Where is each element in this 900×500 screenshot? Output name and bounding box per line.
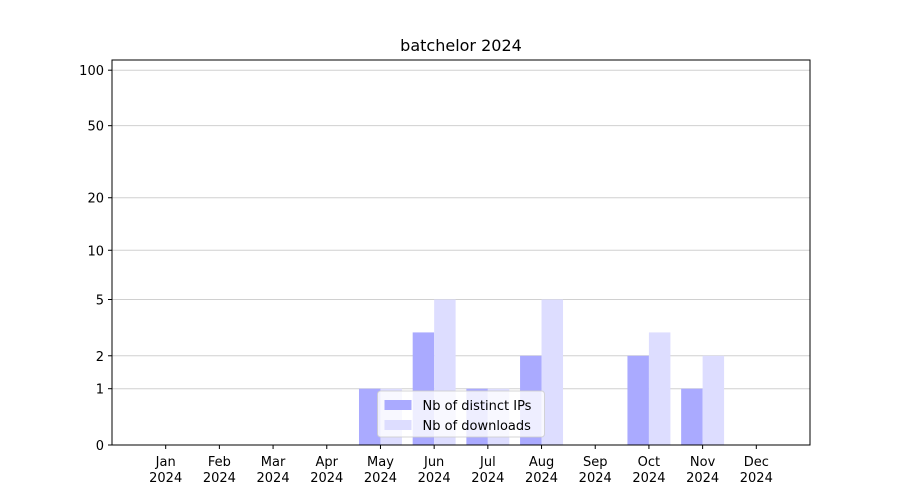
y-tick-label: 0	[96, 439, 104, 454]
y-tick-label: 20	[87, 192, 104, 207]
legend-swatch	[384, 400, 412, 410]
x-tick-label: Feb 2024	[203, 455, 236, 486]
bar	[541, 299, 564, 445]
y-tick-label: 100	[79, 64, 104, 79]
x-tick-label: Nov 2024	[686, 455, 719, 486]
bar	[681, 388, 703, 445]
bar	[627, 355, 649, 445]
bar	[648, 332, 671, 445]
x-tick-label: Jul 2024	[471, 455, 504, 486]
chart-title: batchelor 2024	[400, 36, 522, 55]
x-tick-label: Oct 2024	[632, 455, 665, 486]
y-tick-label: 2	[96, 350, 104, 365]
legend-label: Nb of downloads	[423, 419, 532, 434]
x-tick-label: May 2024	[364, 455, 397, 486]
y-tick-label: 1	[96, 383, 104, 398]
axes-frame	[111, 59, 811, 446]
legend-swatch	[384, 420, 412, 430]
x-tick-label: Dec 2024	[740, 455, 773, 486]
legend: Nb of distinct IPs Nb of downloads	[377, 390, 545, 438]
y-tick-label: 5	[96, 293, 104, 308]
x-tick-label: Aug 2024	[525, 455, 558, 486]
bar	[358, 388, 381, 445]
x-tick-label: Jun 2024	[418, 455, 451, 486]
x-tick-label: Sep 2024	[579, 455, 612, 486]
x-tick-label: Mar 2024	[257, 455, 290, 486]
y-tick-label: 50	[87, 120, 104, 135]
x-tick-label: Jan 2024	[149, 455, 182, 486]
y-tick-label: 10	[87, 244, 104, 259]
x-tick-label: Apr 2024	[310, 455, 343, 486]
legend-box	[377, 390, 545, 438]
legend-label: Nb of distinct IPs	[423, 399, 532, 414]
bar	[702, 355, 725, 445]
